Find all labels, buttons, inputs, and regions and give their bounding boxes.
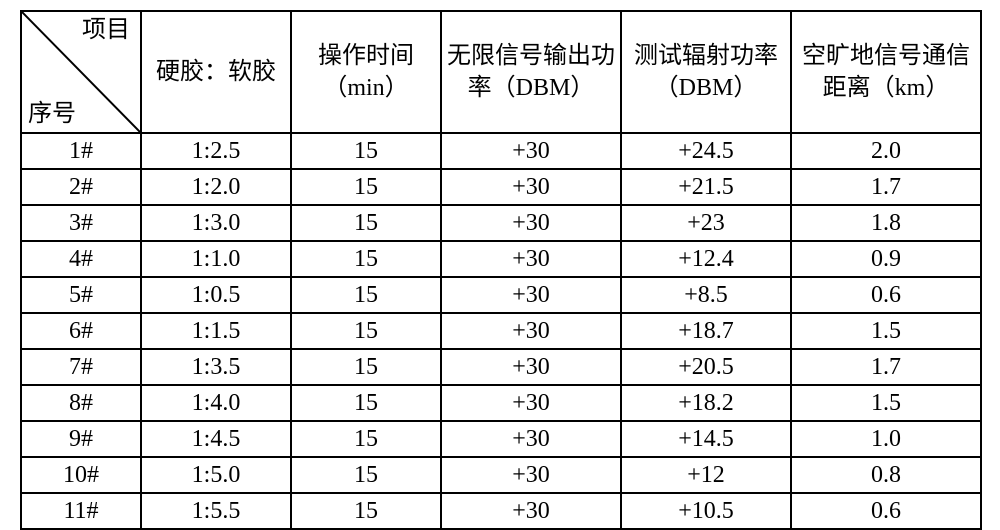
cell: +30 — [441, 457, 621, 493]
table-row: 2# 1:2.0 15 +30 +21.5 1.7 — [21, 169, 981, 205]
col-header-3: 无限信号输出功率（DBM） — [441, 11, 621, 133]
cell: +24.5 — [621, 133, 791, 169]
cell: +30 — [441, 421, 621, 457]
cell: +20.5 — [621, 349, 791, 385]
table-row: 4# 1:1.0 15 +30 +12.4 0.9 — [21, 241, 981, 277]
cell: +30 — [441, 169, 621, 205]
cell: 15 — [291, 277, 441, 313]
cell: 1.7 — [791, 349, 981, 385]
cell: 7# — [21, 349, 141, 385]
cell: 1:2.5 — [141, 133, 291, 169]
cell: 0.8 — [791, 457, 981, 493]
table-row: 11# 1:5.5 15 +30 +10.5 0.6 — [21, 493, 981, 529]
table-header-row: 项目 序号 硬胶：软胶 操作时间（min） 无限信号输出功率（DBM） 测试辐射… — [21, 11, 981, 133]
cell: 15 — [291, 493, 441, 529]
table-row: 10# 1:5.0 15 +30 +12 0.8 — [21, 457, 981, 493]
cell: +30 — [441, 385, 621, 421]
cell: 15 — [291, 349, 441, 385]
cell: +21.5 — [621, 169, 791, 205]
cell: +23 — [621, 205, 791, 241]
cell: 10# — [21, 457, 141, 493]
table-row: 8# 1:4.0 15 +30 +18.2 1.5 — [21, 385, 981, 421]
table-row: 1# 1:2.5 15 +30 +24.5 2.0 — [21, 133, 981, 169]
col-header-5: 空旷地信号通信距离（km） — [791, 11, 981, 133]
cell: +30 — [441, 241, 621, 277]
data-table: 项目 序号 硬胶：软胶 操作时间（min） 无限信号输出功率（DBM） 测试辐射… — [20, 10, 982, 530]
cell: 1.0 — [791, 421, 981, 457]
cell: 1:0.5 — [141, 277, 291, 313]
cell: 1:4.5 — [141, 421, 291, 457]
cell: 3# — [21, 205, 141, 241]
cell: 15 — [291, 133, 441, 169]
cell: 9# — [21, 421, 141, 457]
table-row: 5# 1:0.5 15 +30 +8.5 0.6 — [21, 277, 981, 313]
table-body: 1# 1:2.5 15 +30 +24.5 2.0 2# 1:2.0 15 +3… — [21, 133, 981, 529]
cell: 1:5.5 — [141, 493, 291, 529]
col-header-1: 硬胶：软胶 — [141, 11, 291, 133]
cell: 1:3.5 — [141, 349, 291, 385]
cell: +8.5 — [621, 277, 791, 313]
col-header-2: 操作时间（min） — [291, 11, 441, 133]
table-row: 9# 1:4.5 15 +30 +14.5 1.0 — [21, 421, 981, 457]
col-header-4: 测试辐射功率（DBM） — [621, 11, 791, 133]
diag-header-top: 项目 — [82, 18, 130, 42]
cell: 1:3.0 — [141, 205, 291, 241]
cell: 0.9 — [791, 241, 981, 277]
cell: 1:4.0 — [141, 385, 291, 421]
cell: 5# — [21, 277, 141, 313]
cell: +12.4 — [621, 241, 791, 277]
cell: +30 — [441, 313, 621, 349]
cell: +10.5 — [621, 493, 791, 529]
table-row: 3# 1:3.0 15 +30 +23 1.8 — [21, 205, 981, 241]
cell: +30 — [441, 205, 621, 241]
cell: 1.5 — [791, 385, 981, 421]
cell: 0.6 — [791, 277, 981, 313]
cell: +30 — [441, 277, 621, 313]
cell: 15 — [291, 169, 441, 205]
cell: 1# — [21, 133, 141, 169]
cell: +30 — [441, 349, 621, 385]
cell: +12 — [621, 457, 791, 493]
cell: 8# — [21, 385, 141, 421]
cell: 0.6 — [791, 493, 981, 529]
cell: 1:1.0 — [141, 241, 291, 277]
cell: +30 — [441, 133, 621, 169]
cell: 1.7 — [791, 169, 981, 205]
table-row: 7# 1:3.5 15 +30 +20.5 1.7 — [21, 349, 981, 385]
cell: +18.7 — [621, 313, 791, 349]
cell: 1:2.0 — [141, 169, 291, 205]
table-container: 项目 序号 硬胶：软胶 操作时间（min） 无限信号输出功率（DBM） 测试辐射… — [0, 0, 1000, 526]
cell: 15 — [291, 241, 441, 277]
cell: 1.8 — [791, 205, 981, 241]
cell: 1.5 — [791, 313, 981, 349]
cell: 15 — [291, 313, 441, 349]
cell: 15 — [291, 385, 441, 421]
cell: 1:5.0 — [141, 457, 291, 493]
cell: +18.2 — [621, 385, 791, 421]
diagonal-header-cell: 项目 序号 — [21, 11, 141, 133]
cell: 2.0 — [791, 133, 981, 169]
cell: 4# — [21, 241, 141, 277]
cell: +30 — [441, 493, 621, 529]
cell: 11# — [21, 493, 141, 529]
cell: 15 — [291, 421, 441, 457]
table-row: 6# 1:1.5 15 +30 +18.7 1.5 — [21, 313, 981, 349]
cell: 1:1.5 — [141, 313, 291, 349]
cell: 6# — [21, 313, 141, 349]
cell: 15 — [291, 205, 441, 241]
cell: 2# — [21, 169, 141, 205]
cell: +14.5 — [621, 421, 791, 457]
cell: 15 — [291, 457, 441, 493]
diag-header-bottom: 序号 — [28, 102, 76, 126]
